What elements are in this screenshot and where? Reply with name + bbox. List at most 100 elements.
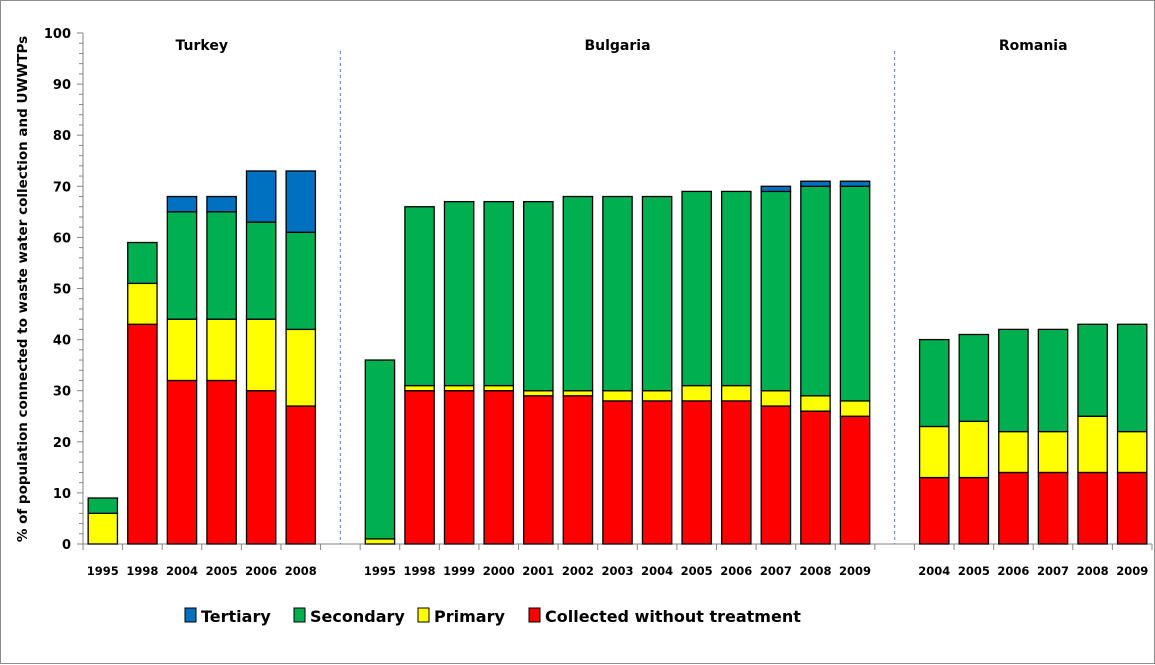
legend-label-secondary: Secondary: [310, 607, 405, 626]
bar-segment-secondary: [87, 497, 119, 514]
bar-segment-secondary: [681, 190, 712, 387]
y-tick-label: 30: [53, 385, 71, 400]
bar-segment-primary: [800, 395, 831, 412]
bar-segment-primary: [1037, 430, 1069, 474]
bar-segment-primary: [839, 400, 871, 417]
bar-segment-collected: [760, 405, 792, 545]
x-tick-label: 2008: [285, 564, 317, 578]
bar-segment-primary: [602, 390, 633, 402]
x-tick-label: 2005: [206, 564, 238, 578]
bar-segment-secondary: [483, 200, 515, 387]
bar-segment-secondary: [839, 185, 871, 402]
bar-segment-secondary: [998, 328, 1029, 433]
bar-segment-secondary: [285, 231, 317, 331]
x-tick-label: 1995: [87, 564, 119, 578]
y-tick-label: 60: [53, 231, 71, 246]
x-tick-label: 1998: [126, 564, 158, 578]
y-tick-label: 90: [53, 78, 71, 93]
x-tick-label: 2004: [166, 564, 198, 578]
x-tick-label: 2009: [1116, 564, 1148, 578]
bar-segment-tertiary: [285, 170, 317, 233]
x-tick-label: 2000: [483, 564, 515, 578]
x-tick-label: 2008: [799, 564, 831, 578]
x-tick-label: 2006: [720, 564, 752, 578]
bar-segment-secondary: [720, 190, 752, 387]
bar-segment-secondary: [206, 211, 237, 320]
bar-segment-secondary: [602, 195, 633, 392]
x-tick-label: 1995: [364, 564, 396, 578]
bar-segment-primary: [958, 420, 990, 479]
legend-swatch-tertiary: [184, 607, 197, 623]
legend-swatch-primary: [417, 607, 430, 623]
bar-segment-collected: [127, 323, 158, 545]
y-tick-label: 80: [53, 129, 71, 144]
group-labels: Turkey Bulgaria Romania: [176, 38, 1068, 54]
bar-segment-primary: [364, 538, 396, 545]
bar-segment-primary: [245, 318, 277, 392]
bar-segment-collected: [998, 471, 1029, 545]
y-axis: 0 10 20 30 40 50 60 70 80 90 100: [44, 27, 84, 553]
bar-segment-collected: [562, 395, 594, 545]
bar-segment-secondary: [364, 359, 396, 540]
bar-segment-primary: [166, 318, 198, 382]
x-tick-label: 2006: [997, 564, 1029, 578]
group-label: Bulgaria: [584, 38, 650, 54]
bar-segment-collected: [918, 476, 950, 545]
bar-segment-secondary: [918, 338, 950, 428]
bar-segment-collected: [166, 379, 198, 545]
bar-segment-secondary: [760, 190, 792, 392]
bar-segment-primary: [443, 384, 475, 392]
x-tick-label: 2007: [1037, 564, 1069, 578]
legend-swatch-secondary: [293, 607, 306, 623]
group-label: Romania: [999, 38, 1068, 54]
x-axis: 1995 1998 2004 2005 2006 2008 1995 1998 1999 2000…: [82, 543, 1153, 578]
bar-segment-collected: [681, 400, 712, 545]
x-tick-label: 2009: [839, 564, 871, 578]
bar-segment-collected: [958, 476, 990, 545]
bar-segment-primary: [681, 384, 712, 402]
bar-segment-secondary: [641, 195, 673, 392]
bar-segment-collected: [404, 390, 435, 545]
y-tick-label: 20: [53, 436, 71, 451]
legend-label-tertiary: Tertiary: [201, 607, 271, 626]
bar-segment-collected: [1077, 471, 1108, 545]
y-tick-label: 100: [44, 27, 71, 42]
bar-segment-collected: [206, 379, 237, 545]
group-dividers: [339, 51, 896, 544]
bar-segment-collected: [1037, 471, 1069, 545]
bar-segment-tertiary: [206, 195, 237, 213]
bar-segment-collected: [443, 390, 475, 545]
x-tick-label: 1998: [404, 564, 436, 578]
x-tick-label: 2005: [681, 564, 713, 578]
bar-segment-secondary: [523, 200, 554, 392]
bar-segment-collected: [285, 405, 317, 545]
bar-segment-primary: [1116, 430, 1148, 474]
x-tick-label: 2001: [522, 564, 554, 578]
bar-segment-secondary: [562, 195, 594, 392]
bar-segment-primary: [760, 390, 792, 407]
bar-segment-primary: [285, 328, 317, 407]
bar-segment-collected: [720, 400, 752, 545]
y-tick-label: 0: [62, 538, 71, 553]
bar-segment-collected: [1116, 471, 1148, 545]
x-tick-label: 2008: [1077, 564, 1109, 578]
bar-segment-primary: [404, 384, 435, 392]
x-tick-label: 2003: [601, 564, 633, 578]
bar-segment-primary: [918, 425, 950, 479]
y-tick-label: 70: [53, 180, 71, 195]
bar-segment-secondary: [958, 333, 990, 423]
bar-segment-primary: [562, 390, 594, 397]
bar-segment-collected: [800, 410, 831, 545]
bar-segment-secondary: [800, 185, 831, 397]
bars: [87, 170, 1148, 545]
bar-segment-secondary: [1077, 323, 1108, 417]
x-tick-label: 2007: [760, 564, 792, 578]
bar-segment-tertiary: [839, 180, 871, 187]
bar-segment-collected: [602, 400, 633, 545]
bar-segment-tertiary: [245, 170, 277, 223]
bar-segment-secondary: [404, 206, 435, 387]
x-tick-label: 2002: [562, 564, 594, 578]
x-tick-label: 1999: [443, 564, 475, 578]
bar-segment-primary: [998, 430, 1029, 474]
